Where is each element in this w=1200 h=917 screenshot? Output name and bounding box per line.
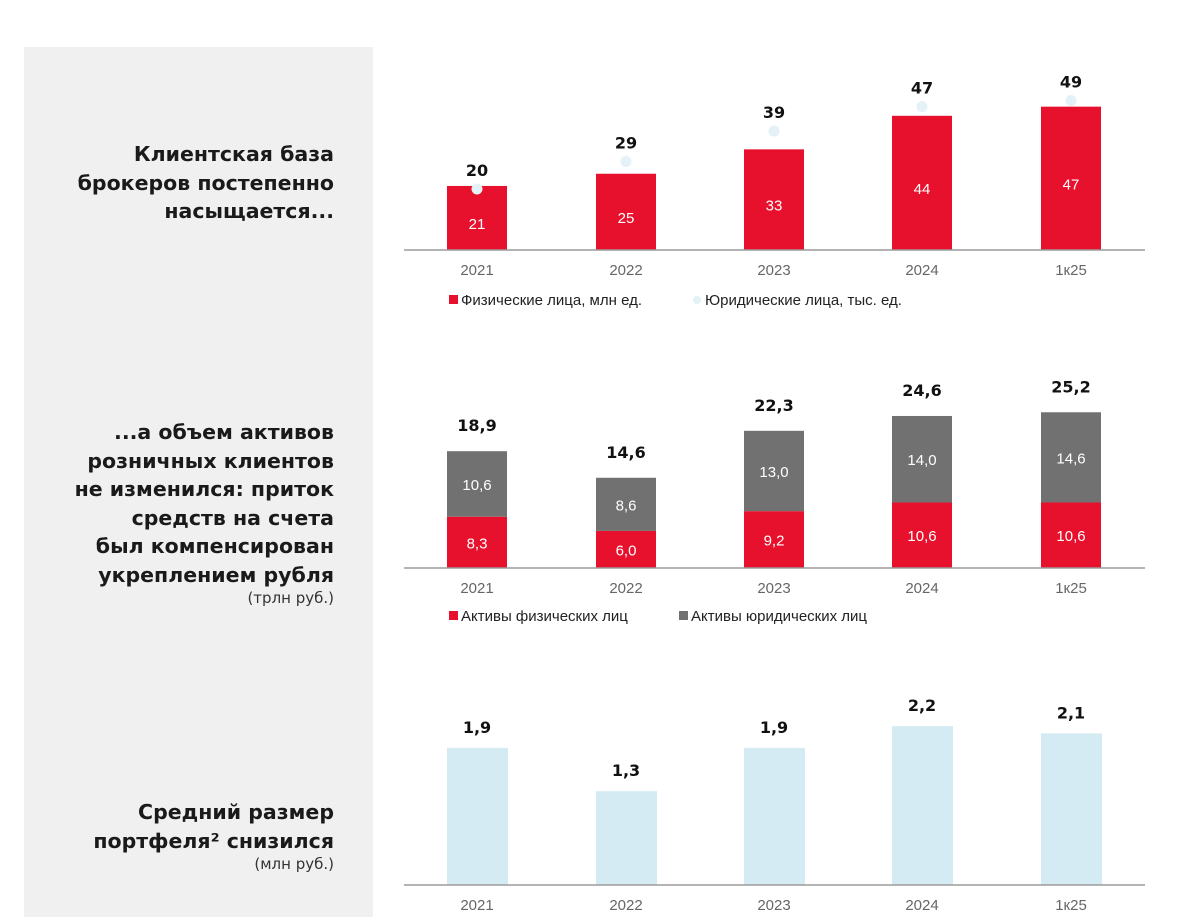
chart2-bar-label-individuals: 10,6 (907, 528, 936, 545)
chart2-legend-legal: Активы юридических лиц (691, 608, 867, 625)
chart1-bar-individuals (892, 115, 952, 250)
chart2-tick-label: 2024 (905, 580, 938, 597)
chart1-bar-label: 25 (618, 210, 635, 227)
chart2-total-label: 18,9 (457, 416, 496, 435)
chart1-bar-label: 47 (1063, 176, 1080, 193)
chart2-bar-legal (596, 477, 656, 531)
chart1-dot-label: 47 (911, 79, 933, 98)
chart3-value-label: 1,9 (760, 718, 788, 737)
chart1-tick-label: 2021 (460, 262, 493, 279)
chart2-bar-label-legal: 13,0 (759, 464, 788, 481)
chart3-value-label: 2,1 (1057, 703, 1085, 722)
heading-retail-assets: ...а объем активов розничных клиентов не и… (75, 418, 334, 607)
chart2-bar-individuals (744, 511, 804, 568)
chart2-bar-legal (1041, 412, 1101, 503)
chart1-tick-label: 1к25 (1055, 262, 1087, 279)
chart3-value-label: 1,3 (612, 761, 640, 780)
h1-line-0: Клиентская база (133, 142, 334, 166)
h2-line-4: был компенсирован (95, 534, 334, 558)
chart1-bar-individuals (1041, 106, 1101, 251)
chart1-dot-legal (620, 156, 632, 168)
chart1-legend-individuals: Физические лица, млн ед. (461, 292, 642, 309)
chart2-bar-legal (744, 430, 804, 512)
chart2-legend-swatch-legal (679, 611, 688, 620)
chart2-bar-label-individuals: 8,3 (467, 535, 488, 552)
chart1-legend-swatch-legal (693, 296, 701, 304)
h2-line-3: средств на счета (131, 505, 334, 530)
chart3-tick-label: 1к25 (1055, 897, 1087, 914)
chart1-dot-legal (768, 125, 780, 137)
chart2-bar-label-legal: 8,6 (616, 497, 637, 514)
chart1-legend-swatch-individuals (449, 295, 458, 304)
chart3-bar-portfolio (596, 791, 657, 885)
h3-unit: (млн руб.) (254, 855, 334, 873)
chart3-bar-portfolio (892, 726, 953, 885)
chart1-tick-label: 2022 (609, 262, 642, 279)
chart3-bar-portfolio (1041, 733, 1102, 885)
chart1-bar-label: 33 (766, 198, 783, 215)
chart1-dot-label: 49 (1060, 73, 1082, 92)
chart2-bar-label-legal: 14,6 (1056, 450, 1085, 467)
chart2-tick-label: 1к25 (1055, 580, 1087, 597)
chart3-tick-label: 2024 (905, 897, 938, 914)
chart1-dot-legal (916, 101, 928, 113)
chart1-bar-label: 44 (914, 181, 931, 198)
chart2-bar-legal (892, 415, 952, 503)
chart2-bar-label-legal: 10,6 (462, 477, 491, 494)
heading-portfolio-size: Средний размер портфеля² снизился (млн руб… (93, 798, 334, 873)
chart2-bar-individuals (447, 516, 507, 568)
chart3-bar-portfolio (447, 747, 508, 885)
chart2-bar-label-individuals: 10,6 (1056, 528, 1085, 545)
chart2-tick-label: 2022 (609, 580, 642, 597)
chart1-tick-label: 2024 (905, 262, 938, 279)
h3-line-1: портфеля² снизился (93, 828, 334, 853)
chart2-tick-label: 2023 (757, 580, 790, 597)
chart3-tick-label: 2021 (460, 897, 493, 914)
h2-line-2: не изменился: приток (74, 477, 334, 501)
h3-line-0: Средний размер (138, 800, 334, 824)
chart3-tick-label: 2022 (609, 897, 642, 914)
chart2-total-label: 22,3 (754, 396, 793, 415)
chart1-tick-label: 2023 (757, 262, 790, 279)
chart2-total-label: 14,6 (606, 443, 645, 462)
chart1-dot-label: 29 (615, 134, 637, 153)
chart3-tick-label: 2023 (757, 897, 790, 914)
chart2-bar-label-legal: 14,0 (907, 452, 936, 469)
side-panel (24, 47, 373, 917)
h1-line-1: брокеров постепенно (77, 170, 334, 195)
heading-client-base: Клиентская база брокеров постепенно насыща… (78, 140, 334, 226)
chart2-legend-swatch-individuals (449, 611, 458, 620)
chart2-bar-label-individuals: 9,2 (764, 533, 785, 550)
chart1-bar-individuals (744, 149, 804, 250)
chart1-bar-label: 21 (469, 216, 486, 233)
chart1-dot-label: 20 (466, 161, 488, 180)
chart2-bar-individuals (596, 530, 656, 568)
chart1-dot-label: 39 (763, 103, 785, 122)
chart2-bar-individuals (1041, 502, 1101, 568)
chart2-bar-legal (447, 451, 507, 517)
chart2-legend-individuals: Активы физических лиц (461, 608, 628, 625)
chart1-bar-individuals (447, 185, 507, 250)
chart1-bar-individuals (596, 173, 656, 250)
h2-line-5: укреплением рубля (98, 562, 334, 587)
chart1-dot-legal (471, 183, 483, 195)
h2-line-0: ...а объем активов (114, 420, 334, 444)
chart2-tick-label: 2021 (460, 580, 493, 597)
chart2-bar-individuals (892, 502, 952, 568)
chart3-value-label: 2,2 (908, 696, 936, 715)
chart2-total-label: 25,2 (1051, 377, 1090, 396)
chart1-legend-legal: Юридические лица, тыс. ед. (705, 292, 902, 309)
h1-line-2: насыщается... (164, 199, 334, 223)
h2-unit: (трлн руб.) (247, 589, 334, 607)
chart1-dot-legal (1065, 95, 1077, 107)
chart3-bar-portfolio (744, 747, 805, 885)
chart3-value-label: 1,9 (463, 718, 491, 737)
chart2-total-label: 24,6 (902, 381, 941, 400)
h2-line-1: розничных клиентов (87, 448, 334, 473)
chart2-bar-label-individuals: 6,0 (616, 542, 637, 559)
